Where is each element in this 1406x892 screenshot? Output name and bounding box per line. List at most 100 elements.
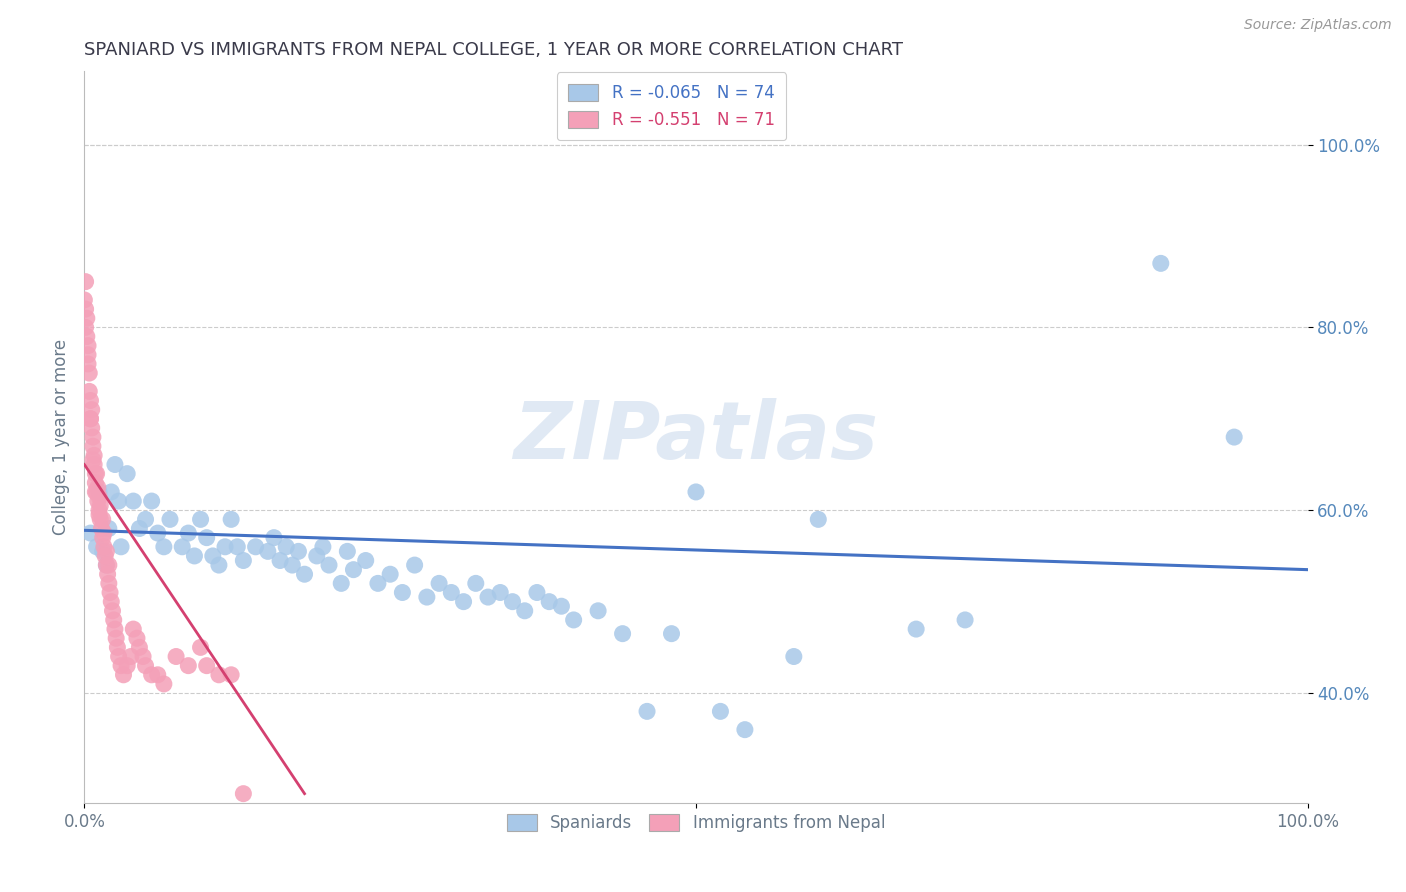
Point [502, 594, 524, 608]
Point [153, 540, 176, 554]
Point [91, 512, 114, 526]
Point [281, 558, 304, 573]
Point [513, 604, 536, 618]
Point [276, 540, 298, 554]
Point [93, 526, 115, 541]
Point [305, 549, 328, 563]
Point [75, 301, 97, 317]
Point [86, 485, 108, 500]
Point [101, 604, 124, 618]
Point [87, 508, 110, 522]
Point [79, 412, 101, 426]
Point [87, 494, 110, 508]
Point [97, 521, 120, 535]
Point [122, 622, 145, 636]
Point [612, 626, 634, 640]
Point [427, 576, 450, 591]
Point [550, 599, 572, 614]
Point [120, 649, 142, 664]
Point [562, 613, 585, 627]
Point [367, 576, 389, 591]
Point [77, 338, 100, 352]
Point [1150, 256, 1173, 270]
Point [905, 622, 928, 636]
Point [219, 667, 242, 681]
Point [453, 594, 475, 608]
Point [208, 667, 231, 681]
Point [226, 540, 249, 554]
Point [96, 544, 118, 558]
Point [232, 553, 254, 567]
Point [146, 526, 169, 541]
Point [83, 448, 105, 462]
Point [190, 512, 212, 526]
Point [709, 705, 731, 719]
Point [336, 544, 359, 558]
Point [77, 366, 100, 380]
Point [89, 499, 111, 513]
Point [76, 329, 98, 343]
Y-axis label: College, 1 year or more: College, 1 year or more [52, 339, 70, 535]
Point [440, 585, 463, 599]
Point [312, 540, 335, 554]
Point [122, 494, 145, 508]
Point [489, 585, 512, 599]
Point [538, 594, 561, 608]
Point [76, 311, 98, 326]
Point [115, 467, 138, 481]
Point [90, 521, 112, 535]
Point [97, 558, 120, 573]
Point [86, 467, 108, 481]
Point [87, 503, 110, 517]
Point [79, 393, 101, 408]
Point [1223, 430, 1246, 444]
Point [105, 640, 128, 655]
Point [464, 576, 486, 591]
Point [110, 540, 132, 554]
Point [232, 787, 254, 801]
Point [172, 540, 194, 554]
Point [84, 467, 107, 481]
Point [269, 553, 291, 567]
Point [77, 384, 100, 399]
Point [380, 567, 402, 582]
Point [86, 540, 108, 554]
Point [953, 613, 976, 627]
Point [586, 604, 609, 618]
Point [177, 658, 200, 673]
Point [141, 667, 163, 681]
Point [100, 594, 122, 608]
Point [104, 622, 127, 636]
Point [77, 348, 100, 362]
Point [391, 585, 413, 599]
Point [685, 485, 707, 500]
Point [84, 485, 107, 500]
Point [107, 494, 129, 508]
Point [159, 512, 181, 526]
Point [404, 558, 426, 573]
Point [115, 658, 138, 673]
Point [97, 576, 120, 591]
Text: Source: ZipAtlas.com: Source: ZipAtlas.com [1244, 18, 1392, 32]
Point [75, 275, 97, 289]
Point [97, 567, 120, 582]
Point [105, 632, 128, 646]
Point [112, 667, 135, 681]
Point [80, 402, 103, 417]
Point [190, 640, 212, 655]
Point [128, 521, 150, 535]
Point [89, 512, 111, 526]
Point [104, 458, 127, 472]
Point [77, 357, 100, 371]
Point [135, 512, 157, 526]
Point [75, 320, 97, 334]
Point [257, 544, 280, 558]
Point [636, 705, 658, 719]
Point [330, 576, 353, 591]
Point [354, 553, 377, 567]
Point [79, 526, 101, 541]
Point [294, 567, 316, 582]
Point [83, 458, 105, 472]
Point [783, 649, 806, 664]
Point [73, 293, 96, 307]
